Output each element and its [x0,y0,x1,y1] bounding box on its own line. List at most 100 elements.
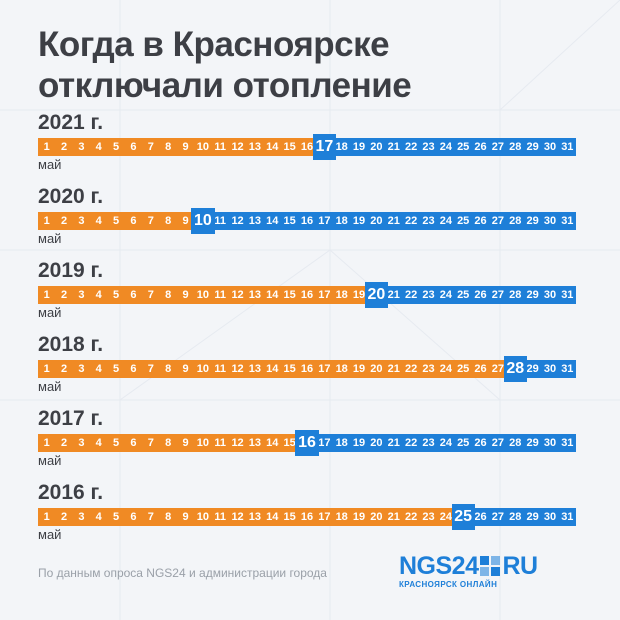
day-cell: 20 [367,434,386,452]
day-cell: 29 [523,286,542,304]
day-cell: 8 [159,434,177,452]
day-cell: 18 [333,138,351,156]
day-cell: 4 [90,434,108,452]
day-cell: 28 [506,286,524,304]
day-cell: 19 [350,286,368,304]
page-title: Когда в Красноярске отключали отопление [38,24,598,106]
day-cell: 3 [72,212,91,230]
day-bar: 1 2 3 4 5 6 7 8 9 10 11 12 13 14 15 16 17 18 19 20 21 22 23 24 2… [38,134,576,160]
day-cell: 13 [246,212,264,230]
day-cell: 15 [280,212,299,230]
day-cell: 3 [72,508,91,526]
day-cell: 27 [489,138,507,156]
day-cell: 20 [367,508,386,526]
day-cell: 12 [228,138,247,156]
day-cell: 16 [298,138,316,156]
day-cell: 22 [402,434,420,452]
day-cell: 2 [55,508,73,526]
shutoff-day-marker: 16 [295,430,319,456]
shutoff-day-marker: 17 [312,134,337,160]
day-cell: 19 [350,138,368,156]
day-cell: 22 [402,286,420,304]
day-cell: 17 [315,212,334,230]
day-cell: 23 [419,286,438,304]
day-cell: 10 [194,138,212,156]
day-cell: 21 [385,138,403,156]
day-cell: 5 [107,508,125,526]
day-cell: 16 [298,508,316,526]
year-label: 2019 г. [38,259,104,282]
day-cell: 1 [38,138,56,156]
year-row-2021: 2021 г. 1 2 3 4 5 6 7 8 9 10 11 12 13 14 15 16 17 18 19 20 21… [38,111,578,181]
month-label: май [38,379,62,394]
day-cell: 9 [176,212,195,230]
shutoff-day-marker: 28 [503,356,527,382]
day-cell: 26 [471,508,490,526]
day-cell: 13 [246,360,264,378]
day-cell: 7 [142,138,160,156]
day-cell: 7 [142,212,160,230]
day-cell: 7 [142,360,160,378]
day-cell: 6 [124,434,143,452]
day-cell: 24 [437,360,455,378]
year-label: 2021 г. [38,111,104,134]
day-cell: 14 [263,286,281,304]
day-cell: 9 [176,508,195,526]
day-cell: 19 [350,434,368,452]
day-cell: 7 [142,286,160,304]
day-cell: 21 [385,286,403,304]
year-label: 2017 г. [38,407,104,430]
day-cell: 28 [506,138,524,156]
day-cell: 31 [558,360,576,378]
day-cell: 4 [90,508,108,526]
day-cell: 16 [298,212,316,230]
day-cell: 5 [107,360,125,378]
day-cell: 29 [523,360,542,378]
day-cell: 8 [159,212,177,230]
day-cell: 8 [159,508,177,526]
day-cell: 10 [194,360,212,378]
day-cell: 13 [246,508,264,526]
day-cell: 31 [558,508,576,526]
day-cell: 1 [38,286,56,304]
day-cell: 2 [55,434,73,452]
day-cell: 11 [211,286,229,304]
day-cell: 10 [194,434,212,452]
logo-wordmark: NGS24 RU [399,553,538,579]
month-label: май [38,527,62,542]
day-bar: 1 2 3 4 5 6 7 8 9 10 11 12 13 14 15 16 17 18 19 20 21 22 23 24 2… [38,430,576,456]
day-cell: 29 [523,138,542,156]
day-cell: 25 [454,286,472,304]
day-cell: 24 [437,212,455,230]
day-cell: 23 [419,508,438,526]
day-cell: 24 [437,434,455,452]
day-cell: 6 [124,138,143,156]
day-cell: 31 [558,212,576,230]
year-row-2019: 2019 г. 1 2 3 4 5 6 7 8 9 10 11 12 13 14 15 16 17 18 19 20 21… [38,259,578,329]
day-cell: 23 [419,434,438,452]
day-cell: 4 [90,360,108,378]
day-cell: 22 [402,360,420,378]
year-row-2016: 2016 г. 1 2 3 4 5 6 7 8 9 10 11 12 13 14 15 16 17 18 19 20 21… [38,481,578,551]
day-cell: 1 [38,434,56,452]
day-cell: 18 [333,508,351,526]
day-cell: 18 [333,286,351,304]
day-cell: 28 [506,508,524,526]
day-cell: 28 [506,434,524,452]
day-cell: 2 [55,212,73,230]
day-cell: 6 [124,508,143,526]
day-cell: 26 [471,360,490,378]
day-cell: 1 [38,508,56,526]
day-bar: 1 2 3 4 5 6 7 8 9 10 11 12 13 14 15 16 17 18 19 20 21 22 23 24 2… [38,504,576,530]
day-cell: 30 [541,286,559,304]
year-row-2018: 2018 г. 1 2 3 4 5 6 7 8 9 10 11 12 13 14 15 16 17 18 19 20 21… [38,333,578,403]
day-cell: 11 [211,212,229,230]
day-cell: 2 [55,286,73,304]
day-cell: 22 [402,138,420,156]
day-cell: 15 [280,138,299,156]
day-cell: 3 [72,286,91,304]
day-cell: 15 [280,508,299,526]
day-cell: 6 [124,212,143,230]
ngs24-logo: NGS24 RU КРАСНОЯРСК ОНЛАЙН [399,553,579,593]
